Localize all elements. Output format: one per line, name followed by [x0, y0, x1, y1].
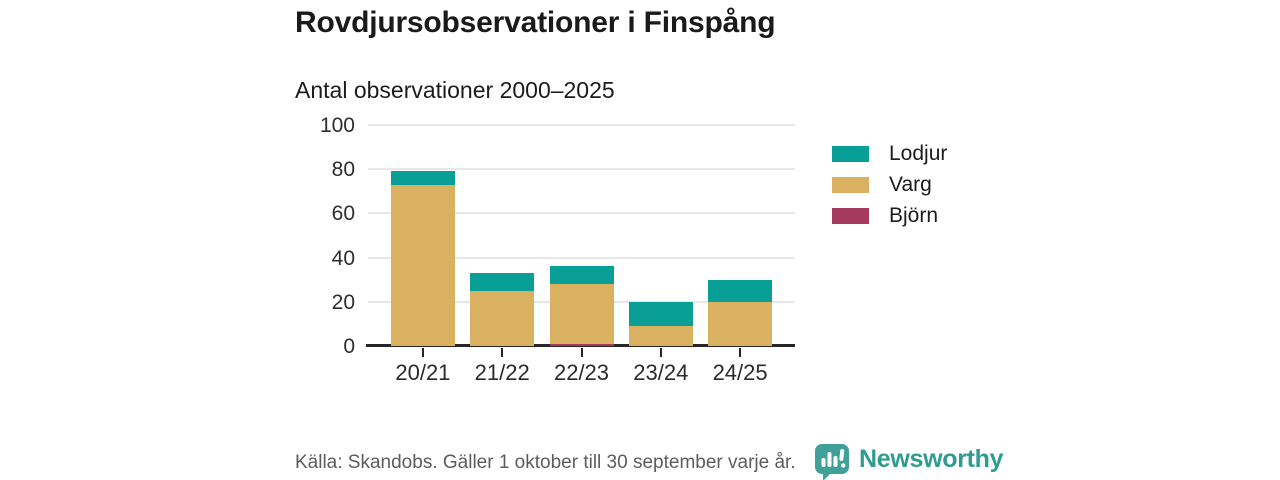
bar-segment-lodjur-23-24 — [628, 301, 693, 327]
x-axis-tick — [580, 348, 583, 357]
plot-area — [366, 124, 795, 347]
y-axis-label-80: 80 — [331, 158, 355, 182]
legend: Lodjur Varg Björn — [832, 142, 948, 239]
chart-subtitle: Antal observationer 2000–2025 — [295, 77, 615, 103]
brand-footer: Newsworthy — [814, 443, 1004, 480]
bar-segment-lodjur-24-25 — [708, 279, 773, 302]
newsworthy-logo-icon — [815, 444, 849, 480]
x-axis-tick — [739, 348, 742, 357]
y-axis-label-60: 60 — [331, 202, 355, 226]
legend-label-björn: Björn — [889, 204, 939, 227]
x-axis-tick — [421, 348, 424, 357]
source-note: Källa: Skandobs. Gäller 1 oktober till 3… — [295, 452, 796, 473]
x-axis-label-22-23: 22/23 — [553, 360, 610, 385]
brand-name: Newsworthy — [859, 445, 1004, 473]
x-axis-label-21-22: 21/22 — [474, 360, 530, 385]
legend-swatch-lodjur — [832, 146, 869, 162]
gridline-y-80 — [368, 168, 795, 171]
x-axis-tick — [501, 348, 504, 357]
x-axis-label-20-21: 20/21 — [395, 360, 451, 385]
x-axis-label-23-24: 23/24 — [633, 360, 689, 385]
legend-swatch-varg — [832, 177, 869, 193]
x-axis-tick — [659, 348, 662, 357]
bar-segment-varg-23-24 — [628, 326, 693, 346]
bar-segment-varg-20-21 — [390, 184, 455, 346]
legend-item-björn: Björn — [832, 204, 947, 227]
chart-title: Rovdjursobservationer i Finspång — [295, 6, 776, 39]
legend-swatch-björn — [832, 208, 869, 224]
gridline-y-40 — [368, 256, 795, 259]
legend-label-lodjur: Lodjur — [889, 142, 948, 165]
bar-segment-lodjur-20-21 — [390, 171, 455, 185]
legend-item-lodjur: Lodjur — [832, 142, 948, 165]
gridline-y-100 — [368, 124, 795, 126]
gridline-y-60 — [368, 212, 795, 215]
bar-segment-lodjur-21-22 — [470, 273, 535, 291]
legend-label-varg: Varg — [889, 173, 932, 196]
bar-segment-lodjur-22-23 — [549, 266, 614, 285]
y-axis-label-20: 20 — [331, 290, 355, 314]
y-axis-label-0: 0 — [343, 335, 355, 358]
legend-item-varg: Varg — [832, 173, 947, 196]
bar-segment-björn-22-23 — [549, 343, 614, 346]
bar-segment-varg-21-22 — [470, 290, 535, 346]
bar-segment-varg-22-23 — [549, 284, 614, 344]
x-axis-label-24-25: 24/25 — [712, 360, 768, 385]
bar-segment-varg-24-25 — [708, 301, 773, 346]
y-axis-label-100: 100 — [319, 114, 355, 137]
y-axis-label-40: 40 — [331, 246, 355, 270]
